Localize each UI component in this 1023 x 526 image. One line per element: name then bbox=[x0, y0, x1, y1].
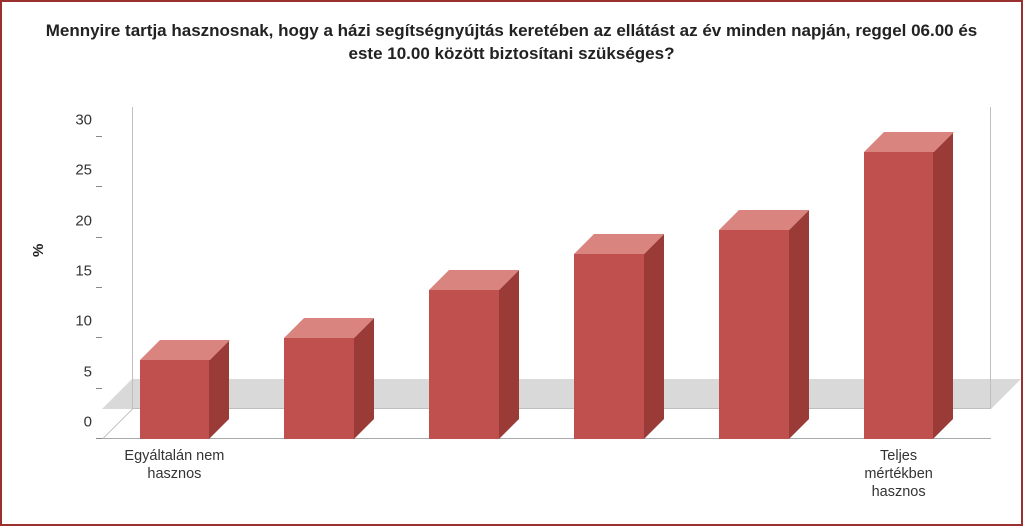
y-tick-mark bbox=[96, 438, 102, 439]
y-tick-label: 5 bbox=[47, 363, 92, 380]
bar bbox=[140, 340, 210, 439]
y-tick-mark bbox=[96, 186, 102, 187]
y-tick-label: 10 bbox=[47, 313, 92, 330]
bar-front-face bbox=[574, 254, 644, 439]
bar-side-face bbox=[789, 210, 809, 439]
y-tick-label: 15 bbox=[47, 263, 92, 280]
bar-front-face bbox=[284, 338, 354, 439]
y-tick-label: 20 bbox=[47, 212, 92, 229]
plot-area: 051015202530Egyáltalán nemhasznosTeljesm… bbox=[102, 107, 991, 439]
chart-title: Mennyire tartja hasznosnak, hogy a házi … bbox=[2, 20, 1021, 66]
bar-side-face bbox=[499, 270, 519, 439]
bar bbox=[574, 234, 644, 439]
bar-front-face bbox=[140, 360, 210, 439]
bar bbox=[429, 270, 499, 439]
y-tick-mark bbox=[96, 388, 102, 389]
y-tick-mark bbox=[96, 337, 102, 338]
bar-front-face bbox=[429, 290, 499, 439]
bar-front-face bbox=[864, 152, 934, 439]
bar-side-face bbox=[933, 132, 953, 439]
y-axis-label: % bbox=[30, 244, 47, 257]
x-tick-label: Egyáltalán nemhasznos bbox=[99, 447, 249, 483]
bar bbox=[719, 210, 789, 439]
y-tick-label: 30 bbox=[47, 112, 92, 129]
bar bbox=[864, 132, 934, 439]
y-tick-mark bbox=[96, 237, 102, 238]
bars-container bbox=[102, 107, 991, 439]
bar-side-face bbox=[644, 234, 664, 439]
chart-frame: Mennyire tartja hasznosnak, hogy a házi … bbox=[0, 0, 1023, 526]
y-tick-label: 25 bbox=[47, 162, 92, 179]
bar bbox=[284, 318, 354, 439]
y-tick-mark bbox=[96, 287, 102, 288]
bar-side-face bbox=[354, 318, 374, 439]
y-tick-mark bbox=[96, 136, 102, 137]
bar-front-face bbox=[719, 230, 789, 439]
x-tick-label: Teljesmértékbenhasznos bbox=[824, 447, 974, 501]
y-tick-label: 0 bbox=[47, 414, 92, 431]
